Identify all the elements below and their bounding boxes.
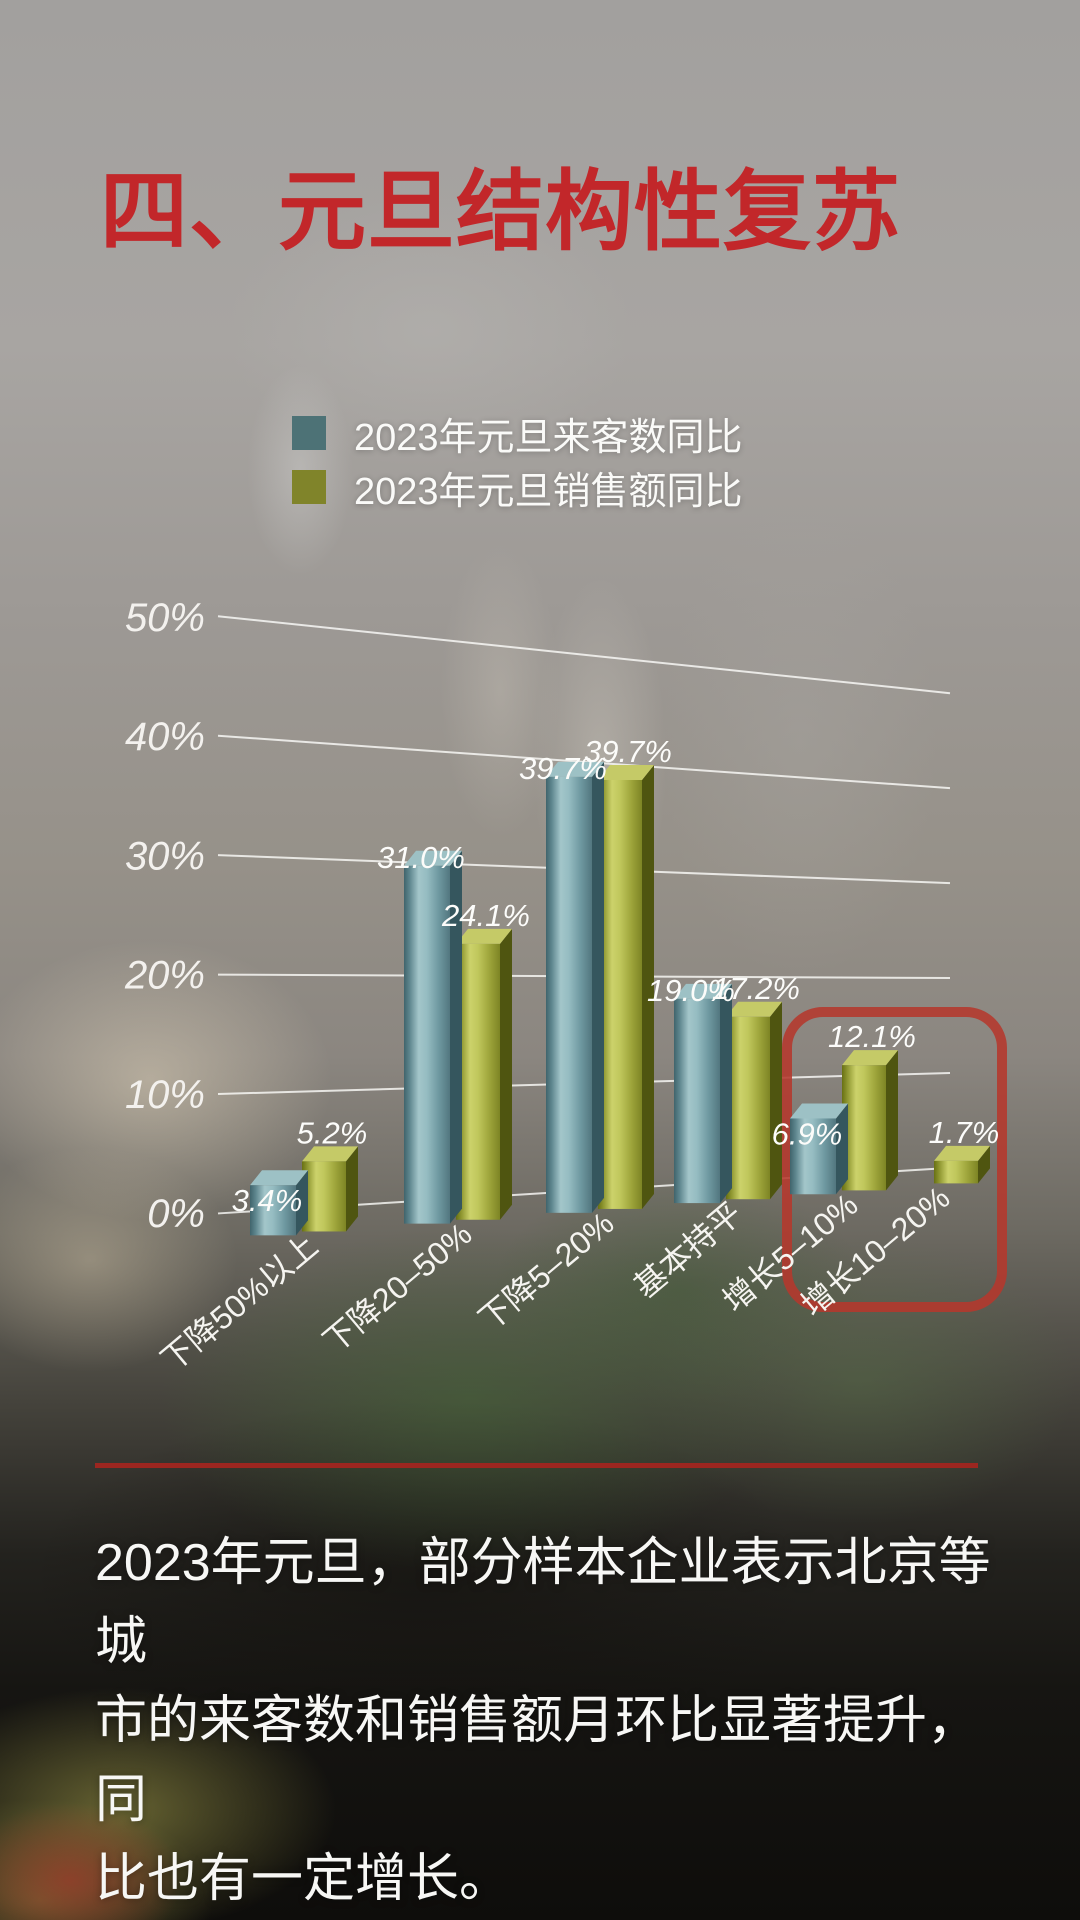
summary-line: 市的来客数和销售额月环比显著提升，同 — [95, 1692, 980, 1829]
bar-top-face — [302, 1146, 358, 1162]
bar-value-label: 12.1% — [828, 1019, 916, 1054]
page-title: 四、元旦结构性复苏 — [100, 162, 902, 261]
y-axis-tick: 50% — [125, 596, 205, 640]
y-axis-tick: 20% — [124, 954, 205, 998]
bar-value-label: 5.2% — [297, 1115, 368, 1150]
bar-sales — [302, 1161, 346, 1232]
bar-top-face — [726, 1001, 782, 1017]
bar-side-face — [642, 765, 654, 1209]
legend-item-visitors: 2023年元旦来客数同比 — [292, 414, 743, 459]
bar-value-label: 3.4% — [232, 1183, 303, 1218]
legend-item-sales: 2023年元旦销售额同比 — [292, 468, 743, 513]
bar-value-label: 39.7% — [584, 734, 672, 769]
bar-sales — [598, 780, 642, 1209]
bar-value-label: 39.7% — [519, 751, 607, 786]
bar-top-face — [250, 1170, 308, 1186]
legend-label-visitors: 2023年元旦来客数同比 — [354, 416, 743, 459]
bar-top-face — [404, 850, 462, 866]
category-label: 下降50%以上 — [154, 1227, 324, 1378]
bar-visitors — [404, 865, 450, 1224]
bar-value-label: 24.1% — [441, 898, 530, 933]
bar-top-face — [598, 765, 654, 781]
bar-top-face — [934, 1145, 990, 1161]
bar-value-label: 31.0% — [377, 840, 465, 875]
bar-top-face — [674, 983, 732, 999]
bar-top-face — [456, 928, 512, 944]
legend-swatch-sales — [292, 470, 326, 504]
category-label: 下降5–20% — [472, 1205, 621, 1338]
bar-value-label: 1.7% — [929, 1115, 1000, 1150]
bar-side-face — [296, 1170, 308, 1236]
bar-side-face — [592, 761, 604, 1213]
bar-side-face — [836, 1103, 848, 1195]
bar-side-face — [346, 1146, 358, 1232]
bar-visitors — [250, 1185, 296, 1236]
summary-line: 比也有一定增长。 — [95, 1850, 512, 1908]
divider-line — [95, 1463, 978, 1468]
bar-value-label: 6.9% — [772, 1116, 843, 1151]
y-axis-tick: 0% — [147, 1192, 205, 1236]
bar-value-label: 19.0% — [647, 973, 735, 1008]
gridline — [217, 615, 951, 695]
bar-top-face — [546, 761, 604, 777]
bar-side-face — [450, 850, 462, 1224]
bar-visitors — [790, 1118, 836, 1195]
highlight-box — [782, 1007, 1007, 1312]
bar-visitors — [674, 998, 720, 1204]
bar-sales — [842, 1065, 886, 1191]
bar-top-face — [790, 1103, 848, 1119]
bar-side-face — [886, 1050, 898, 1191]
bar-sales — [934, 1160, 978, 1184]
bar-visitors — [546, 776, 592, 1213]
legend-swatch-visitors — [292, 416, 326, 450]
y-axis-tick: 10% — [125, 1073, 205, 1117]
bar-value-label: 17.2% — [712, 971, 800, 1006]
bar-side-face — [500, 928, 512, 1220]
chart-legend: 2023年元旦来客数同比 2023年元旦销售额同比 — [292, 414, 743, 513]
y-axis-tick: 40% — [125, 715, 205, 759]
bar-top-face — [842, 1050, 898, 1066]
bar-sales — [456, 943, 500, 1220]
summary-line: 2023年元旦，部分样本企业表示北京等城 — [95, 1534, 991, 1671]
bar-side-face — [720, 983, 732, 1204]
category-label: 下降20–50% — [316, 1216, 478, 1360]
y-axis-tick: 30% — [125, 834, 205, 878]
bar-side-face — [770, 1001, 782, 1200]
bar-sales — [726, 1016, 770, 1200]
summary-paragraph: 2023年元旦，部分样本企业表示北京等城 市的来客数和销售额月环比显著提升，同 … — [95, 1524, 1025, 1919]
bar-side-face — [978, 1145, 990, 1184]
legend-label-sales: 2023年元旦销售额同比 — [354, 470, 743, 513]
